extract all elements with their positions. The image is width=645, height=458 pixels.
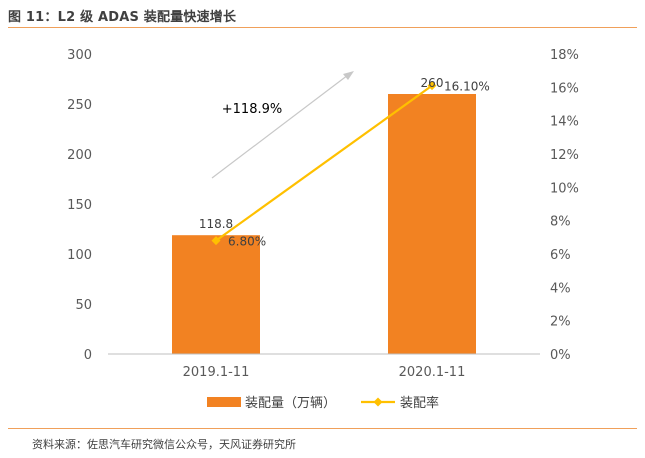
- right-axis-ticks: 0% 2% 4% 6% 8% 10% 12% 14% 16% 18%: [550, 48, 579, 363]
- right-tick-label: 12%: [550, 148, 579, 163]
- rate-line: [215, 84, 433, 242]
- left-tick-label: 100: [67, 248, 92, 263]
- bar: [172, 235, 260, 354]
- data-labels: 118.8 260 6.80% 16.10%: [199, 76, 490, 249]
- right-tick-label: 14%: [550, 115, 579, 130]
- left-axis-ticks: 0 50 100 150 200 250 300: [67, 48, 92, 363]
- left-tick-label: 300: [67, 48, 92, 63]
- rate-value-label: 16.10%: [444, 80, 490, 94]
- figure-title: 图 11：L2 级 ADAS 装配量快速增长: [8, 10, 237, 25]
- growth-arrow-line: [211, 74, 349, 179]
- x-tick-label: 2019.1-11: [183, 365, 250, 380]
- bar-value-label: 118.8: [199, 217, 233, 231]
- growth-annotation: +118.9%: [222, 102, 282, 117]
- legend-bar-label: 装配量（万辆）: [245, 396, 336, 411]
- right-tick-label: 18%: [550, 48, 579, 63]
- rate-marker: [427, 81, 437, 91]
- legend: 装配量（万辆） 装配率: [207, 395, 439, 411]
- bar-series: [172, 94, 476, 354]
- legend-line-marker: [373, 397, 383, 407]
- x-tick-label: 2020.1-11: [399, 365, 466, 380]
- right-tick-label: 2%: [550, 315, 571, 330]
- right-tick-label: 10%: [550, 181, 579, 196]
- growth-arrow: +118.9%: [211, 71, 354, 179]
- rate-marker: [211, 236, 221, 246]
- right-tick-label: 4%: [550, 281, 571, 296]
- bar-value-label: 260: [421, 76, 444, 90]
- left-tick-label: 150: [67, 198, 92, 213]
- line-series: [211, 81, 437, 246]
- footer-divider: [8, 428, 637, 429]
- bar: [388, 94, 476, 354]
- right-tick-label: 6%: [550, 248, 571, 263]
- source-note: 资料来源：佐思汽车研究微信公众号，天风证券研究所: [32, 438, 296, 451]
- right-tick-label: 0%: [550, 348, 571, 363]
- growth-arrow-head: [343, 71, 354, 80]
- left-tick-label: 50: [75, 298, 92, 313]
- title-divider: [8, 27, 637, 28]
- x-axis-ticks: 2019.1-11 2020.1-11: [183, 365, 466, 380]
- right-tick-label: 16%: [550, 81, 579, 96]
- legend-bar-swatch: [207, 397, 241, 407]
- left-tick-label: 0: [84, 348, 92, 363]
- right-tick-label: 8%: [550, 215, 571, 230]
- rate-value-label: 6.80%: [228, 235, 266, 249]
- left-tick-label: 200: [67, 148, 92, 163]
- left-tick-label: 250: [67, 98, 92, 113]
- legend-line-label: 装配率: [400, 395, 439, 411]
